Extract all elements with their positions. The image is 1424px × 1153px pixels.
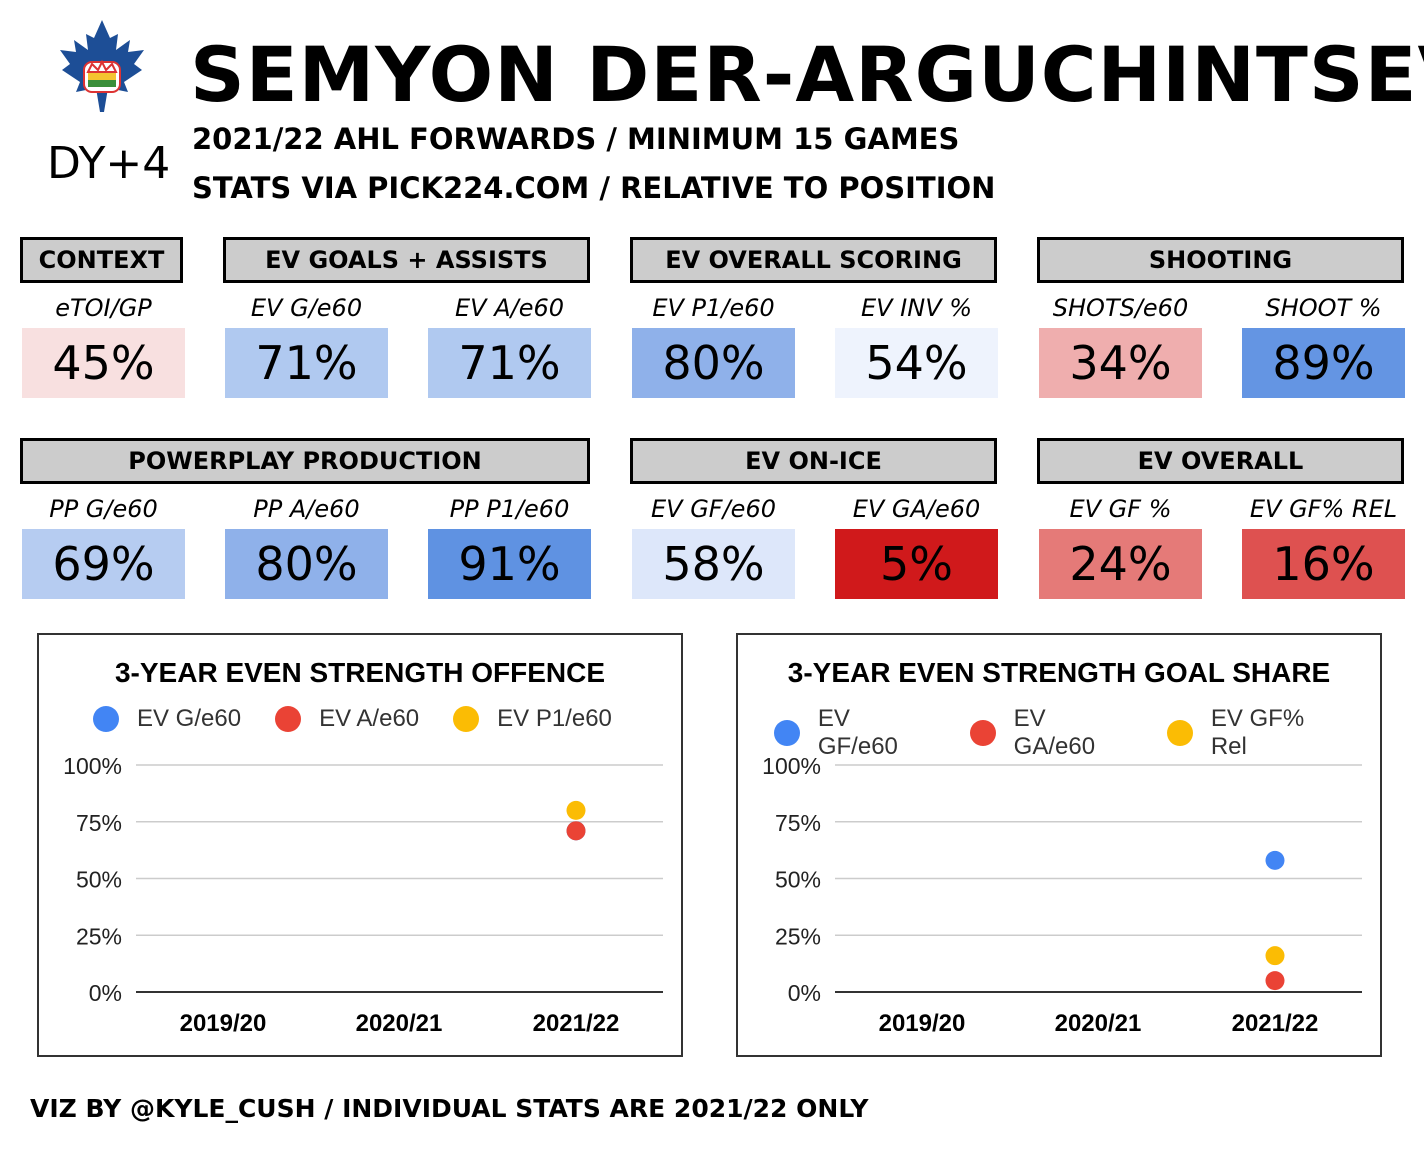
stat-label: EV GF % <box>1069 495 1172 523</box>
group-header: SHOOTING <box>1037 237 1404 283</box>
legend-item: EV A/e60 <box>275 705 419 733</box>
subtitle-source: STATS VIA PICK224.COM / RELATIVE TO POSI… <box>192 171 996 205</box>
group-header: EV OVERALL SCORING <box>630 237 997 283</box>
x-tick-label: 2021/22 <box>1232 1010 1319 1037</box>
group-header: EV ON-ICE <box>630 438 997 484</box>
stat-value-tile: 91% <box>428 529 591 599</box>
data-point <box>566 800 586 820</box>
footer-credit: VIZ BY @KYLE_CUSH / INDIVIDUAL STATS ARE… <box>30 1094 869 1123</box>
group-header: EV GOALS + ASSISTS <box>223 237 590 283</box>
x-tick-label: 2020/21 <box>356 1010 443 1037</box>
y-tick-label: 25% <box>775 923 821 949</box>
group-header: EV OVERALL <box>1037 438 1404 484</box>
stat-value-tile: 5% <box>835 529 998 599</box>
data-point <box>1265 946 1285 966</box>
stat-label: SHOOT % <box>1265 294 1382 322</box>
draft-year-label: DY+4 <box>47 138 171 189</box>
data-point <box>1265 971 1285 991</box>
stat-label: EV GF% REL <box>1249 495 1398 523</box>
player-name: SEMYON DER-ARGUCHINTSEV <box>190 30 1424 119</box>
y-tick-label: 50% <box>775 867 821 893</box>
legend-item: EV P1/e60 <box>453 705 612 733</box>
stat-label: eTOI/GP <box>55 294 152 322</box>
legend-item: EV G/e60 <box>93 705 241 733</box>
stat-value-tile: 45% <box>22 328 185 398</box>
legend-label: EV GF/e60 <box>817 705 898 760</box>
data-point <box>1265 850 1285 870</box>
stat-label: EV INV % <box>860 294 973 322</box>
y-tick-label: 100% <box>762 753 821 779</box>
legend-dot-icon <box>774 720 800 746</box>
stat-value-tile: 80% <box>632 328 795 398</box>
y-tick-label: 75% <box>76 810 122 836</box>
y-tick-label: 100% <box>63 753 122 779</box>
stat-label: EV P1/e60 <box>652 294 775 322</box>
chart-legend: EV G/e60 EV A/e60 EV P1/e60 <box>93 705 646 733</box>
stat-label: SHOTS/e60 <box>1052 294 1189 322</box>
y-tick-label: 0% <box>788 980 821 1006</box>
stat-value-tile: 71% <box>428 328 591 398</box>
legend-item: EV GA/e60 <box>969 705 1133 761</box>
legend-dot-icon <box>1166 720 1193 746</box>
legend-dot-icon <box>275 706 302 732</box>
y-tick-label: 75% <box>775 810 821 836</box>
stat-value-tile: 69% <box>22 529 185 599</box>
y-tick-label: 0% <box>89 980 122 1006</box>
y-tick-label: 50% <box>76 867 122 893</box>
x-tick-label: 2019/20 <box>879 1010 966 1037</box>
stat-value-tile: 34% <box>1039 328 1202 398</box>
legend-dot-icon <box>453 706 480 732</box>
stat-value-tile: 71% <box>225 328 388 398</box>
chart-title: 3-YEAR EVEN STRENGTH OFFENCE <box>114 657 606 688</box>
data-point <box>566 821 586 841</box>
legend-label: EV P1/e60 <box>497 705 612 732</box>
goal-share-chart: 3-YEAR EVEN STRENGTH GOAL SHARE EV GF/e60… <box>736 633 1382 1057</box>
stat-value-tile: 80% <box>225 529 388 599</box>
subtitle-league: 2021/22 AHL FORWARDS / MINIMUM 15 GAMES <box>192 122 960 156</box>
stat-label: PP P1/e60 <box>449 495 570 523</box>
x-tick-label: 2021/22 <box>533 1010 620 1037</box>
legend-label: EV GA/e60 <box>1013 705 1096 760</box>
legend-item: EV GF% Rel <box>1166 705 1346 761</box>
chart-legend: EV GF/e60 EV GA/e60 EV GF% Rel <box>774 705 1380 761</box>
y-tick-label: 25% <box>76 923 122 949</box>
legend-dot-icon <box>93 706 119 732</box>
stat-value-tile: 89% <box>1242 328 1405 398</box>
legend-dot-icon <box>969 720 996 746</box>
legend-label: EV GF% Rel <box>1210 705 1305 760</box>
stat-label: EV GF/e60 <box>650 495 776 523</box>
offence-chart: 3-YEAR EVEN STRENGTH OFFENCE EV G/e60 EV A… <box>37 633 683 1057</box>
x-tick-label: 2020/21 <box>1055 1010 1142 1037</box>
group-header: CONTEXT <box>20 237 183 283</box>
stat-label: EV G/e60 <box>250 294 363 322</box>
legend-label: EV A/e60 <box>319 705 420 732</box>
stat-label: PP A/e60 <box>253 495 360 523</box>
stat-label: PP G/e60 <box>49 495 158 523</box>
legend-item: EV GF/e60 <box>774 705 936 761</box>
stat-value-tile: 24% <box>1039 529 1202 599</box>
group-header: POWERPLAY PRODUCTION <box>20 438 590 484</box>
stat-value-tile: 58% <box>632 529 795 599</box>
x-tick-label: 2019/20 <box>180 1010 267 1037</box>
stat-label: EV A/e60 <box>454 294 565 322</box>
chart-title: 3-YEAR EVEN STRENGTH GOAL SHARE <box>787 657 1331 688</box>
stat-value-tile: 54% <box>835 328 998 398</box>
stat-value-tile: 16% <box>1242 529 1405 599</box>
team-logo <box>58 20 146 120</box>
stat-label: EV GA/e60 <box>852 495 981 523</box>
legend-label: EV G/e60 <box>137 705 242 732</box>
